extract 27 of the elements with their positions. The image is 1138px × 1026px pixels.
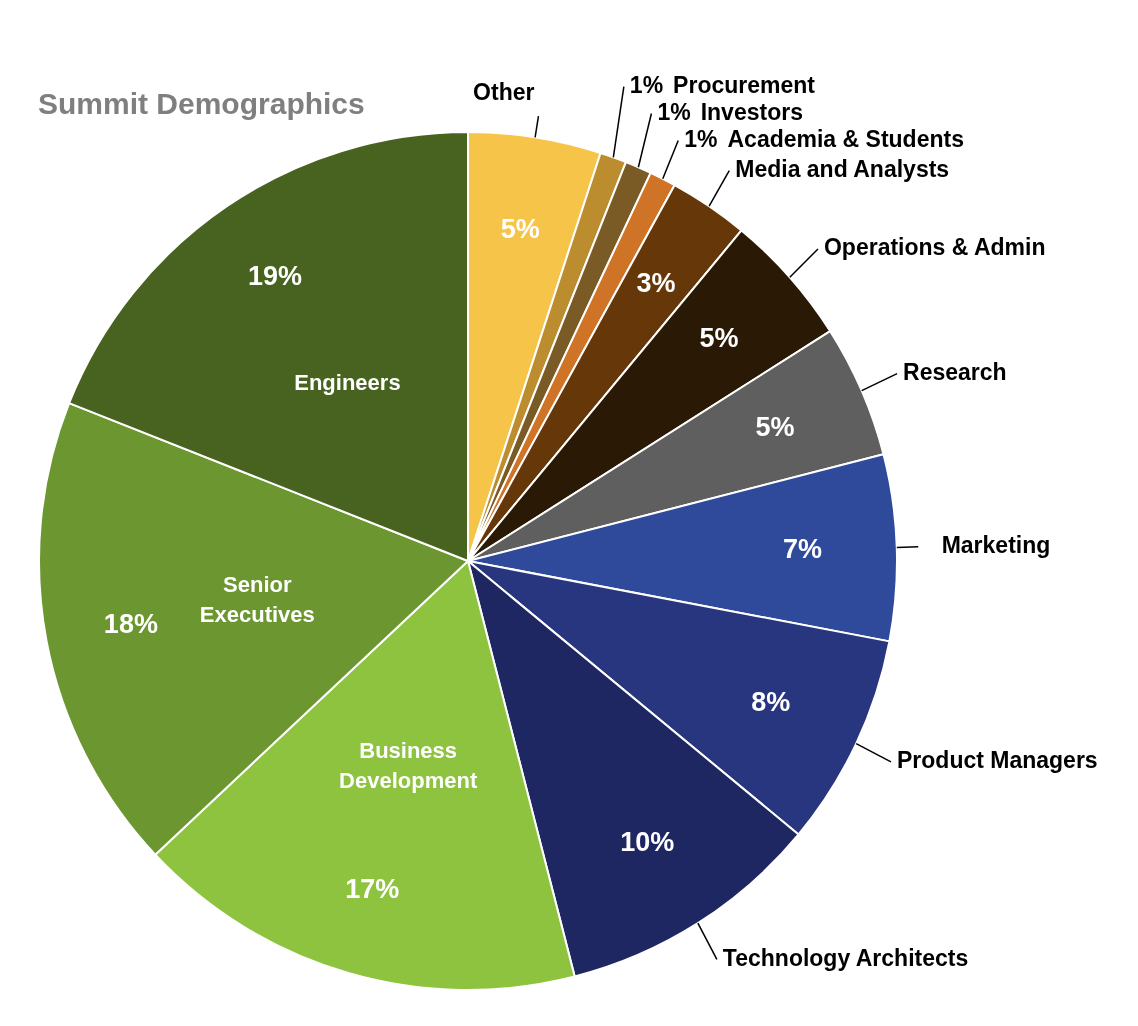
- data-label: 19%: [248, 260, 303, 291]
- data-label: 5%: [755, 411, 795, 442]
- slice-label: Operations & Admin: [823, 234, 1046, 261]
- slice-label: Investors: [700, 98, 803, 125]
- slice-label: Research: [903, 358, 1007, 385]
- slice-label: Senior Executives: [199, 572, 315, 628]
- data-label: 3%: [636, 267, 676, 298]
- slice-label: Academia & Students: [727, 125, 964, 152]
- data-label: 8%: [751, 686, 791, 717]
- data-label: 17%: [345, 874, 400, 905]
- data-label: 7%: [782, 533, 822, 564]
- slice-label: Engineers: [294, 369, 401, 395]
- data-label: 1%: [657, 98, 691, 125]
- slice-label: Media and Analysts: [735, 156, 950, 183]
- slice-label: Technology Architects: [722, 944, 969, 971]
- slice-label: Product Managers: [896, 747, 1098, 774]
- chart-title: Summit Demographics: [38, 87, 365, 121]
- data-label: 1%: [629, 71, 664, 98]
- data-label: 5%: [699, 323, 739, 354]
- slice-label: Business Development: [339, 738, 478, 794]
- data-label: 1%: [684, 125, 718, 152]
- data-label: 5%: [500, 213, 540, 244]
- data-label: 10%: [620, 826, 675, 857]
- slice-label: Other: [473, 79, 535, 106]
- data-label: 18%: [103, 608, 158, 639]
- slice-label: Marketing: [941, 531, 1051, 558]
- slice-label: Procurement: [673, 71, 816, 98]
